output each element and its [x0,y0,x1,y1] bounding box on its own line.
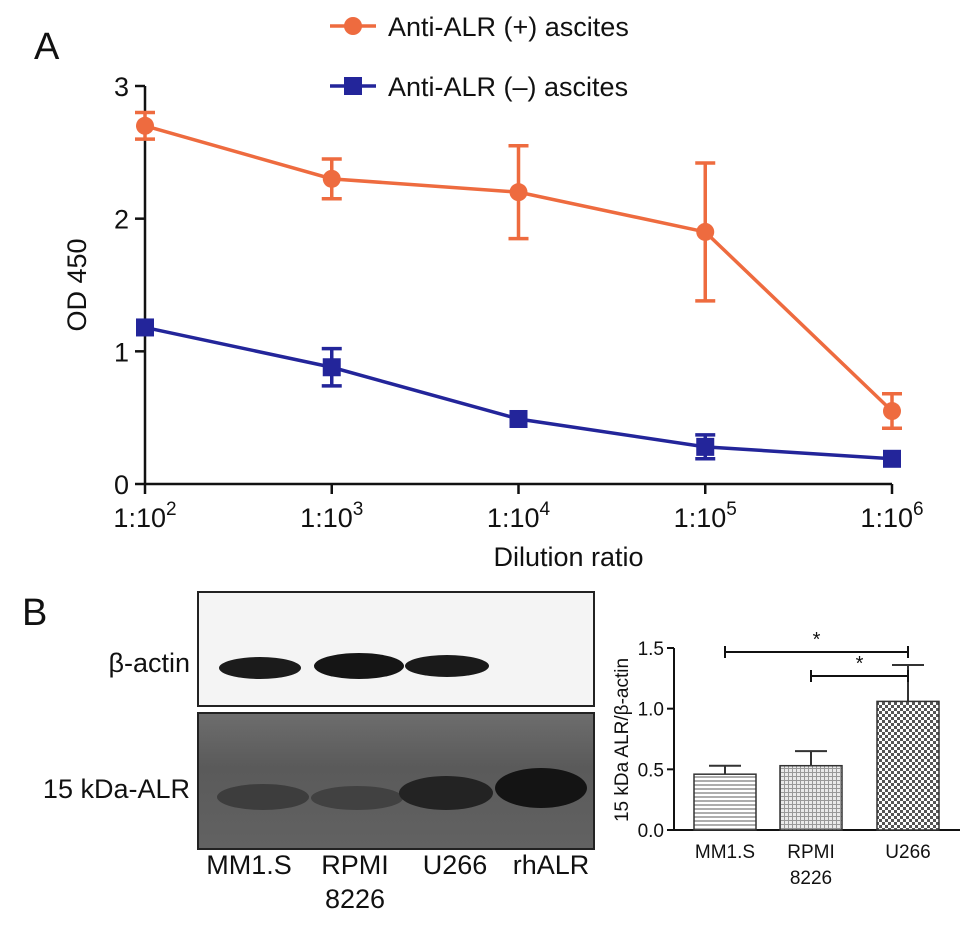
row-label-beta-actin: β-actin [108,648,190,678]
legend-marker-negative [344,77,362,95]
data-point-positive [322,169,341,188]
band-mm1s-alr [217,784,309,810]
bar-category-label: 8226 [790,868,832,889]
band-rhalr-alr [495,768,587,808]
blot-beta-actin [197,591,595,707]
panel-b-label: B [22,592,48,634]
bar-category-label: MM1.S [695,842,755,863]
data-point-positive [883,402,901,421]
band-mm1s-actin [219,657,301,679]
bar-y-tick-label: 0.0 [638,821,664,842]
blot-alr [197,712,595,850]
data-point-negative [696,437,715,456]
data-point-positive [509,183,528,202]
x-axis-label: Dilution ratio [493,542,643,572]
band-rpmi-alr [311,786,403,810]
data-point-negative [509,409,528,428]
data-point-positive [696,222,715,241]
row-label-alr: 15 kDa-ALR [42,774,190,804]
bar-category-label: U266 [885,842,930,863]
bar-0 [693,773,757,831]
y-tick-label: 1 [114,337,129,367]
significance-star: * [856,653,864,675]
legend-label-negative: Anti-ALR (–) ascites [388,72,628,102]
line-chart-od450: 0 1 2 3 1:102 1:103 1:104 1:105 1:106 Dilution ra… [62,12,924,572]
bar-category-label: RPMI [787,842,835,863]
bar-y-axis-label: 15 kDa ALR/β-actin [612,658,633,822]
x-tick-label: 1:104 [487,499,551,533]
data-point-positive [136,116,154,135]
y-axis-label: OD 450 [62,238,92,331]
lane-label-rhalr: rhALR [512,850,590,880]
lane-label-u266: U266 [422,850,488,880]
band-u266-actin [405,655,489,677]
x-tick-label: 1:105 [674,499,737,533]
x-tick-label: 1:106 [860,499,923,533]
data-point-negative [136,318,154,337]
x-tick-label: 1:103 [300,499,363,533]
panel-a-label: A [34,26,60,68]
significance-star: * [813,629,821,651]
bar-y-tick-label: 1.0 [638,700,664,721]
lane-label-mm1s: MM1.S [206,850,292,880]
bar-y-tick-label: 0.5 [638,760,664,781]
legend-marker-positive [344,17,362,35]
x-tick-label: 1:102 [113,499,176,533]
y-tick-label: 2 [114,205,129,235]
bar-y-tick-label: 1.5 [638,639,664,660]
lane-label-rpmi: RPMI 8226 [321,850,389,914]
data-point-negative [322,358,341,377]
bar-1 [779,764,843,831]
bar-2 [876,700,940,831]
y-tick-label: 3 [114,72,129,102]
data-point-negative [883,449,901,468]
band-rpmi-actin [314,653,404,679]
legend-label-positive: Anti-ALR (+) ascites [388,12,629,42]
y-tick-label: 0 [114,470,129,500]
band-u266-alr [399,776,493,810]
